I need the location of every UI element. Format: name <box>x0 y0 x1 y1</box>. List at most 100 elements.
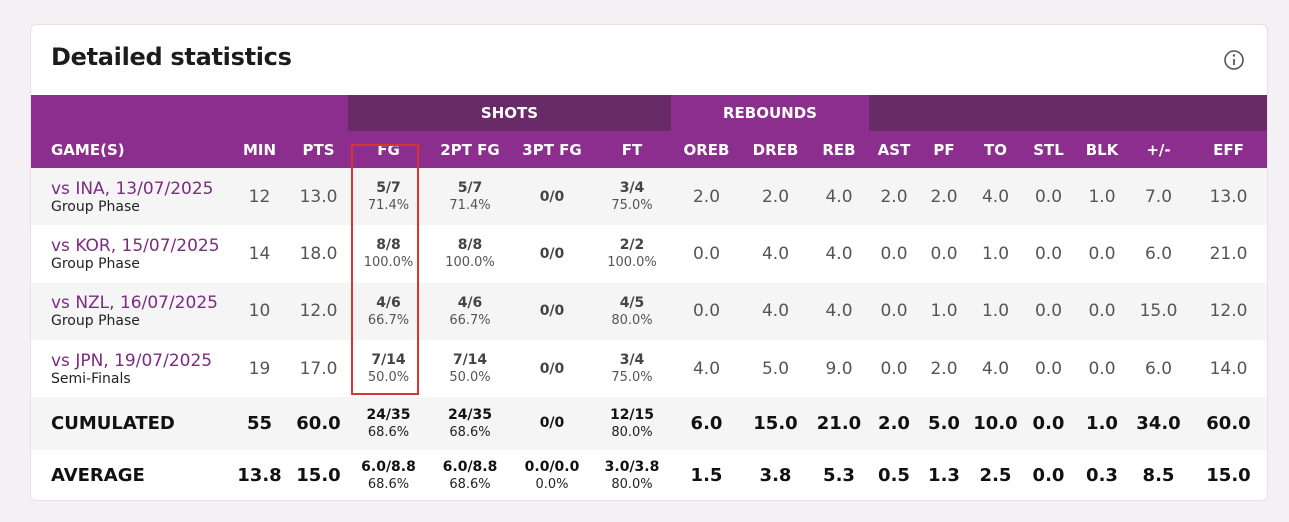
shot-made: 6.0/8.8 <box>361 459 416 476</box>
stat-value: 13.8 <box>237 465 282 487</box>
shot-made: 5/7 <box>457 180 483 197</box>
stat-cell: 4.0 <box>671 340 742 397</box>
game-link[interactable]: vs KOR, 15/07/2025 <box>51 235 220 256</box>
stat-cell: 8.5 <box>1129 450 1188 500</box>
column-header: TO <box>984 140 1007 159</box>
shot-made: 0/0 <box>539 415 565 432</box>
card-title: Detailed statistics <box>51 43 292 71</box>
column-header: MIN <box>242 140 277 159</box>
stat-value: 4.0 <box>981 186 1010 207</box>
stat-cell: 10 <box>230 283 289 340</box>
stat-value: 1.0 <box>930 301 958 322</box>
stat-cell: 1.0 <box>1075 397 1129 450</box>
stat-value: 12.0 <box>1209 301 1248 322</box>
stat-cell: 4.0 <box>809 168 869 225</box>
stat-cell: 12 <box>230 168 289 225</box>
stat-value: 14.0 <box>1209 358 1248 379</box>
stat-value: 2.0 <box>761 186 790 207</box>
stat-value: 0.0 <box>692 243 721 264</box>
stat-cell: 15.0 <box>1188 450 1267 500</box>
stat-cell: 4/6 66.7% <box>429 283 511 340</box>
shot-made: 8/8 <box>376 237 401 254</box>
stat-cell: 4.0 <box>809 283 869 340</box>
stat-value: 6.0 <box>1144 358 1173 379</box>
shot-pct: 66.7% <box>367 312 410 328</box>
group-band <box>31 95 348 131</box>
stat-cell: 14.0 <box>1188 340 1267 397</box>
stat-cell: 3.0/3.8 80.0% <box>593 450 671 500</box>
stat-value: 34.0 <box>1136 412 1181 434</box>
shot-pct: 0.0% <box>535 477 569 493</box>
stat-cell: 0.0 <box>1022 397 1075 450</box>
stat-cell: 0.0 <box>1022 340 1075 397</box>
shot-pct: 100.0% <box>607 255 657 271</box>
shot-pct: 66.7% <box>449 312 491 328</box>
stat-value: 6.0 <box>1144 243 1173 264</box>
stat-value: 1.5 <box>690 465 723 487</box>
stat-cell: 13.0 <box>1188 168 1267 225</box>
stat-cell: 13.8 <box>230 450 289 500</box>
stat-cell: 0.0 <box>1075 225 1129 282</box>
stat-value: 19 <box>248 358 271 379</box>
game-link[interactable]: vs NZL, 16/07/2025 <box>51 293 218 314</box>
stat-cell: 12.0 <box>289 283 348 340</box>
stat-cell: 1.0 <box>1075 168 1129 225</box>
shot-pct: 68.6% <box>367 424 410 440</box>
stat-cell: 0/0 <box>511 283 593 340</box>
game-link[interactable]: vs INA, 13/07/2025 <box>51 178 214 199</box>
shot-pct: 100.0% <box>363 255 414 271</box>
column-header: 2PT FG <box>440 140 500 159</box>
column-header: +/- <box>1146 140 1171 159</box>
stat-cell: 5.0 <box>919 397 969 450</box>
game-link[interactable]: vs JPN, 19/07/2025 <box>51 350 213 371</box>
stat-value: 13.0 <box>1209 186 1248 207</box>
shot-pct: 75.0% <box>611 370 653 386</box>
stat-value: 18.0 <box>299 243 338 264</box>
stat-cell: 3.8 <box>742 450 809 500</box>
stat-value: 4.0 <box>761 301 790 322</box>
stat-value: 12 <box>248 186 271 207</box>
column-header: GAME(S) <box>51 140 125 159</box>
stat-cell: 6.0 <box>671 397 742 450</box>
stat-cell: 6.0/8.8 68.6% <box>429 450 511 500</box>
game-cell: vs INA, 13/07/2025 Group Phase <box>31 168 230 225</box>
game-phase: Group Phase <box>51 313 140 330</box>
stat-value: 9.0 <box>825 358 853 379</box>
column-header: PTS <box>302 140 335 159</box>
stat-value: 7.0 <box>1144 186 1173 207</box>
shot-made: 4/6 <box>376 294 401 311</box>
stat-cell: 5.0 <box>742 340 809 397</box>
shot-made: 5/7 <box>376 180 401 197</box>
stat-cell: 0.0/0.0 0.0% <box>511 450 593 500</box>
stat-cell: 12.0 <box>1188 283 1267 340</box>
column-header: FG <box>377 140 400 159</box>
stat-value: 8.5 <box>1142 465 1175 487</box>
info-icon[interactable] <box>1223 49 1245 71</box>
stat-cell: 1.5 <box>671 450 742 500</box>
header-row <box>31 131 1267 168</box>
stat-value: 15.0 <box>1206 465 1251 487</box>
shot-made: 0.0/0.0 <box>524 459 580 476</box>
stat-cell: 21.0 <box>1188 225 1267 282</box>
stat-cell: 2.0 <box>919 340 969 397</box>
stat-cell: 2/2 100.0% <box>593 225 671 282</box>
stat-value: 1.3 <box>928 465 960 487</box>
shot-made: 0/0 <box>539 188 565 205</box>
total-label: AVERAGE <box>51 465 145 487</box>
stat-cell: 8/8 100.0% <box>348 225 429 282</box>
stat-cell: 3/4 75.0% <box>593 340 671 397</box>
stat-cell: 7/14 50.0% <box>429 340 511 397</box>
stat-cell: 4.0 <box>742 225 809 282</box>
stat-cell: 8/8 100.0% <box>429 225 511 282</box>
game-phase: Semi-Finals <box>51 370 131 387</box>
stat-cell: 1.3 <box>919 450 969 500</box>
stat-value: 0.3 <box>1086 465 1118 487</box>
stat-value: 0.0 <box>692 301 721 322</box>
stat-value: 60.0 <box>1206 412 1251 434</box>
game-cell: vs KOR, 15/07/2025 Group Phase <box>31 225 230 282</box>
shot-pct: 71.4% <box>367 198 410 214</box>
stat-value: 55 <box>246 412 273 434</box>
column-header: BLK <box>1085 140 1119 159</box>
stat-value: 4.0 <box>825 243 853 264</box>
stat-cell: 0.0 <box>869 340 919 397</box>
